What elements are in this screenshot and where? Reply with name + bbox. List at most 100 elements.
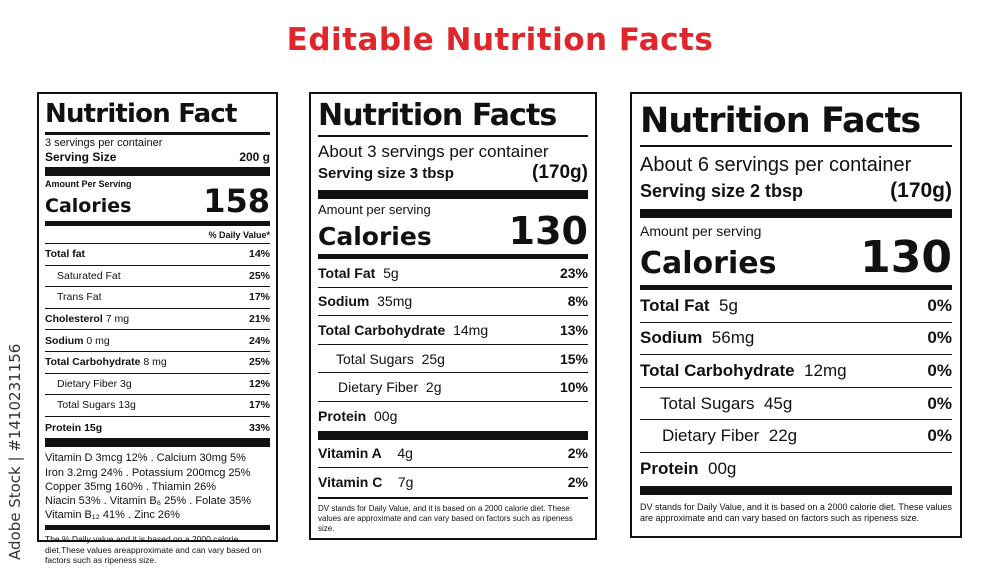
nutrient-pct: 17% [248, 399, 270, 412]
vitamin-line: Iron 3.2mg 24% . Potassium 200mcg 25% [45, 466, 251, 479]
nutrient-row: Dietary Fiber 3g 12% [45, 374, 270, 396]
calories-value: 130 [860, 232, 952, 283]
vitamin-line: Copper 35mg 160% . Thiamin 26% [45, 480, 217, 493]
nutrient-row: Total Carbohydrate 14mg 13% [318, 316, 588, 345]
vitamin-amount: 7g [397, 474, 414, 491]
vitamin-name: Vitamin A [318, 445, 382, 462]
footnote: DV stands for Daily Value, and it is bas… [318, 496, 588, 534]
nutrient-amount: 7 mg [105, 313, 130, 326]
nutrient-row: Protein 00g [640, 453, 952, 486]
calories-row: Calories 130 [640, 232, 952, 283]
calories-row: Calories 130 [318, 211, 588, 251]
vitamin-amount: 4g [397, 445, 413, 462]
nutrient-name: Total Carbohydrate [318, 321, 446, 338]
nutrient-pct: 12% [248, 377, 270, 390]
nutrient-pct: 13% [559, 321, 588, 338]
amount-per-serving: Amount per serving [640, 223, 762, 239]
serving-size-row: Serving Size 200 g [45, 150, 270, 164]
nutrient-pct: 15% [559, 350, 588, 367]
serving-size-value: (170g) [532, 162, 588, 183]
divider-thick [318, 190, 588, 199]
nutrient-pct: 10% [559, 379, 588, 396]
nutrient-amount: 5g [383, 264, 399, 281]
vitamin-line: Vitamin D 3mcg 12% . Calcium 30mg 5% [45, 452, 246, 465]
nutrient-name: Trans Fat [57, 291, 102, 304]
nutrient-name: Total Carbohydrate [45, 356, 141, 369]
nutrient-name: Protein [318, 408, 367, 425]
servings-per-container: About 6 servings per container [640, 154, 912, 176]
nutrient-pct: 23% [559, 264, 588, 281]
nutrient-pct: 21% [248, 313, 270, 326]
vitamin-name: Vitamin C [318, 474, 383, 491]
nutrient-row: Total Sugars 25g 15% [318, 345, 588, 374]
nutrient-name: Dietary Fiber [57, 377, 118, 390]
nutrient-name: Protein [45, 421, 82, 434]
nutrient-amount: 35mg [377, 293, 413, 310]
nutrient-pct: 0% [927, 426, 952, 446]
nutrient-row: Total Sugars 13g 17% [45, 395, 270, 417]
nutrient-name: Total Fat [318, 264, 376, 281]
nutrient-row: Dietary Fiber 2g 10% [318, 373, 588, 402]
nutrient-name: Saturated Fat [57, 269, 121, 282]
vitamin-row: Vitamin A 4g 2% [318, 440, 588, 469]
nutrient-amount: 5g [719, 295, 738, 315]
nutrition-label-2: Nutrition Facts About 3 servings per con… [309, 92, 597, 540]
divider-thick [640, 209, 952, 218]
vitamin-line: Vitamin B₁₂ 41% . Zinc 26% [45, 509, 180, 522]
nutrient-name: Dietary Fiber [338, 379, 419, 396]
nutrition-label-3: Nutrition Facts About 6 servings per con… [630, 92, 962, 538]
nutrient-amount: 12mg [804, 360, 847, 380]
divider-thick [45, 167, 270, 176]
nutrient-row: Sodium 35mg 8% [318, 288, 588, 317]
nutrient-amount: 00g [708, 459, 737, 479]
nutrient-name: Sodium [640, 328, 703, 348]
calories-label: Calories [318, 222, 432, 251]
vitamin-row: Vitamin C 7g 2% [318, 468, 588, 497]
nutrient-row: Total fat 14% [45, 244, 270, 266]
servings-per-container: 3 servings per container [45, 137, 163, 149]
nutrient-pct: 24% [248, 334, 270, 347]
nutrient-name: Total Fat [640, 295, 710, 315]
nutrient-name: Total Sugars [336, 350, 414, 367]
nutrient-pct: 17% [248, 291, 270, 304]
calories-label: Calories [45, 195, 132, 217]
serving-size-label: Serving size 2 tbsp [640, 181, 804, 201]
serving-size-label: Serving Size [45, 150, 117, 164]
nutrient-amount: 00g [374, 408, 398, 425]
nutrient-name: Cholesterol [45, 313, 103, 326]
nutrient-row: Cholesterol 7 mg 21% [45, 309, 270, 331]
calories-row: Calories 158 [45, 185, 270, 217]
divider-thick [318, 430, 588, 440]
vitamin-line: Niacin 53% . Vitamin B₆ 25% . Folate 35% [45, 494, 252, 507]
serving-size-row: Serving size 3 tbsp (170g) [318, 162, 588, 184]
vitamins-list: Vitamin D 3mcg 12% . Calcium 30mg 5% Iro… [45, 447, 270, 525]
nutrient-name: Total Sugars [660, 393, 755, 413]
nutrient-amount: 2g [425, 379, 442, 396]
nutrient-name: Protein [640, 459, 699, 479]
serving-size-row: Serving size 2 tbsp (170g) [640, 179, 952, 203]
nutrient-pct: 25% [248, 269, 270, 282]
nutrition-label-1: Nutrition Fact 3 servings per container … [37, 92, 278, 565]
serving-size-value: 200 g [239, 150, 270, 164]
nutrient-row: Protein 15g 33% [45, 417, 270, 439]
nutrient-row: Total Fat 5g 0% [640, 290, 952, 323]
servings-per-container: About 3 servings per container [318, 142, 549, 161]
nutrient-row: Total Sugars 45g 0% [640, 388, 952, 421]
nutrient-amount: 56mg [711, 328, 755, 348]
nutrient-amount: 3g [120, 377, 132, 390]
nutrient-name: Sodium [318, 293, 370, 310]
footnote: The % Daily value and it is based on a 2… [45, 525, 270, 566]
nutrient-row: Protein 00g [318, 402, 588, 431]
nutrient-amount: 25g [421, 350, 445, 367]
nutrient-pct: 8% [567, 293, 588, 310]
nutrient-row: Total Carbohydrate 8 mg 25% [45, 352, 270, 374]
nutrient-amount: 13g [118, 399, 136, 412]
nutrient-amount: 45g [763, 393, 793, 413]
divider-medium [318, 254, 588, 259]
amount-per-serving: Amount Per Serving [45, 179, 132, 189]
nutrient-name: Total Carbohydrate [640, 360, 795, 380]
serving-size-value: (170g) [890, 179, 952, 202]
nutrient-row: Saturated Fat 25% [45, 266, 270, 288]
nutrient-row: Dietary Fiber 22g 0% [640, 420, 952, 453]
label-title: Nutrition Fact [45, 97, 270, 135]
